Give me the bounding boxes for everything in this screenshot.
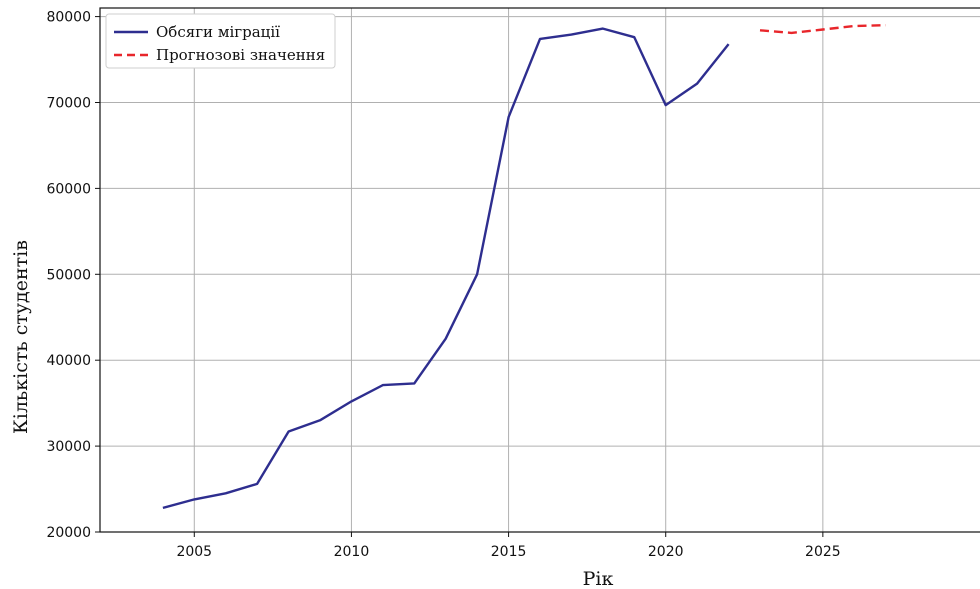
x-tick-label: 2015 (491, 544, 527, 560)
legend-label-migration: Обсяги міграції (156, 23, 280, 41)
y-tick-label: 20000 (46, 525, 91, 541)
x-tick-label: 2025 (805, 544, 841, 560)
x-axis-title: Рік (583, 568, 614, 589)
y-tick-label: 30000 (46, 439, 91, 455)
x-tick-label: 2020 (648, 544, 684, 560)
y-tick-label: 70000 (46, 95, 91, 111)
y-axis-title: Кількість студентів (10, 240, 32, 434)
legend: Обсяги міграції Прогнозові значення (105, 13, 336, 69)
series-line-forecast (759, 24, 886, 35)
x-tick-label: 2010 (334, 544, 370, 560)
grid-layer (100, 8, 980, 533)
legend-label-forecast: Прогнозові значення (156, 46, 325, 64)
y-tick-label: 50000 (46, 267, 91, 283)
series-line-migration (162, 27, 730, 510)
tick-layer: 2005 2010 2015 2020 2025 20000 30000 40000 50000… (46, 10, 840, 560)
plot-frame (99, 7, 980, 533)
x-tick-label: 2005 (176, 544, 212, 560)
y-tick-label: 40000 (46, 353, 91, 369)
y-tick-label: 80000 (46, 10, 91, 26)
legend-box (105, 13, 336, 69)
series-layer (162, 24, 886, 510)
y-tick-label: 60000 (46, 181, 91, 197)
